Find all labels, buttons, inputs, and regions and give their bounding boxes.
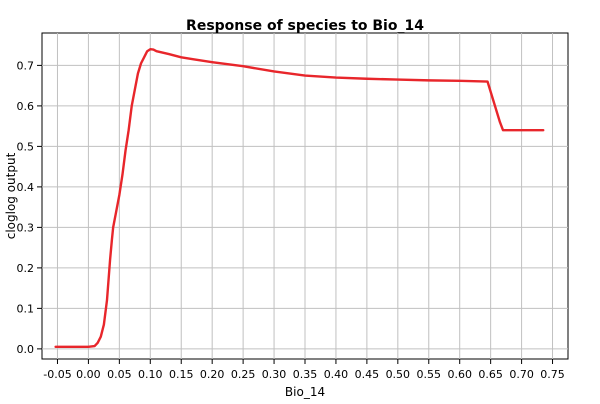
x-tick-label: 0.25 (231, 368, 256, 381)
x-tick-label: 0.30 (262, 368, 287, 381)
x-tick-label: 0.65 (478, 368, 503, 381)
x-tick-label: 0.45 (355, 368, 380, 381)
x-tick-label: -0.05 (43, 368, 71, 381)
y-tick-label: 0.7 (17, 59, 35, 72)
x-tick-label: 0.40 (324, 368, 349, 381)
y-tick-label: 0.3 (17, 221, 35, 234)
series-layer (54, 48, 545, 349)
x-tick-label: 0.55 (417, 368, 442, 381)
y-tick-label: 0.4 (17, 181, 35, 194)
x-tick-label: 0.35 (293, 368, 318, 381)
y-tick-label: 0.0 (17, 343, 35, 356)
x-tick-label: 0.00 (76, 368, 101, 381)
x-tick-label: 0.20 (200, 368, 225, 381)
x-tick-label: 0.15 (169, 368, 194, 381)
y-tick-label: 0.6 (17, 100, 35, 113)
y-tick-label: 0.5 (17, 140, 35, 153)
x-axis-label: Bio_14 (285, 385, 325, 399)
axis-layer: -0.05 0.00 0.05 0.10 0.15 0.20 0.25 0.30 0.35 0.4… (17, 59, 565, 381)
x-tick-label: 0.70 (509, 368, 534, 381)
x-tick-label: 0.75 (540, 368, 565, 381)
x-tick-label: 0.50 (386, 368, 411, 381)
y-axis-label: cloglog output (4, 152, 18, 239)
y-tick-label: 0.2 (17, 262, 35, 275)
x-tick-label: 0.60 (447, 368, 472, 381)
x-tick-label: 0.10 (138, 368, 163, 381)
chart-title: Response of species to Bio_14 (186, 18, 424, 34)
response-curve-line (54, 48, 545, 349)
y-tick-label: 0.1 (17, 302, 35, 315)
x-tick-label: 0.05 (107, 368, 132, 381)
grid-layer (42, 33, 568, 359)
